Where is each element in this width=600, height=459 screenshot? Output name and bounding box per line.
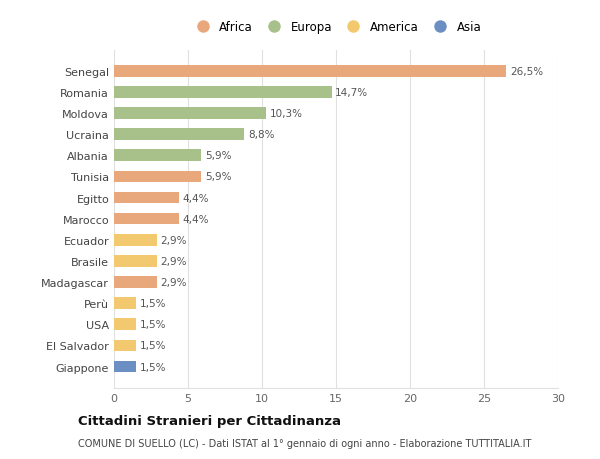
Text: 2,9%: 2,9%	[161, 277, 187, 287]
Bar	[114, 256, 157, 267]
Text: 26,5%: 26,5%	[510, 67, 543, 77]
Text: 5,9%: 5,9%	[205, 172, 232, 182]
Bar	[114, 87, 332, 99]
Bar	[114, 277, 157, 288]
Bar	[114, 129, 244, 140]
Bar	[114, 66, 506, 78]
Bar	[114, 319, 136, 330]
Bar	[114, 298, 136, 309]
Text: 8,8%: 8,8%	[248, 130, 274, 140]
Text: COMUNE DI SUELLO (LC) - Dati ISTAT al 1° gennaio di ogni anno - Elaborazione TUT: COMUNE DI SUELLO (LC) - Dati ISTAT al 1°…	[78, 438, 532, 448]
Bar	[114, 150, 202, 162]
Bar	[114, 361, 136, 373]
Bar	[114, 235, 157, 246]
Bar	[114, 340, 136, 352]
Text: 14,7%: 14,7%	[335, 88, 368, 98]
Text: 1,5%: 1,5%	[140, 362, 166, 372]
Bar	[114, 192, 179, 204]
Text: 1,5%: 1,5%	[140, 341, 166, 351]
Text: 4,4%: 4,4%	[183, 214, 209, 224]
Text: 1,5%: 1,5%	[140, 298, 166, 308]
Text: 1,5%: 1,5%	[140, 319, 166, 330]
Bar	[114, 171, 202, 183]
Text: 2,9%: 2,9%	[161, 235, 187, 245]
Bar	[114, 213, 179, 225]
Text: 5,9%: 5,9%	[205, 151, 232, 161]
Text: 2,9%: 2,9%	[161, 256, 187, 266]
Text: 4,4%: 4,4%	[183, 193, 209, 203]
Text: Cittadini Stranieri per Cittadinanza: Cittadini Stranieri per Cittadinanza	[78, 414, 341, 428]
Legend: Africa, Europa, America, Asia: Africa, Europa, America, Asia	[186, 16, 486, 38]
Text: 10,3%: 10,3%	[270, 109, 303, 119]
Bar	[114, 108, 266, 120]
